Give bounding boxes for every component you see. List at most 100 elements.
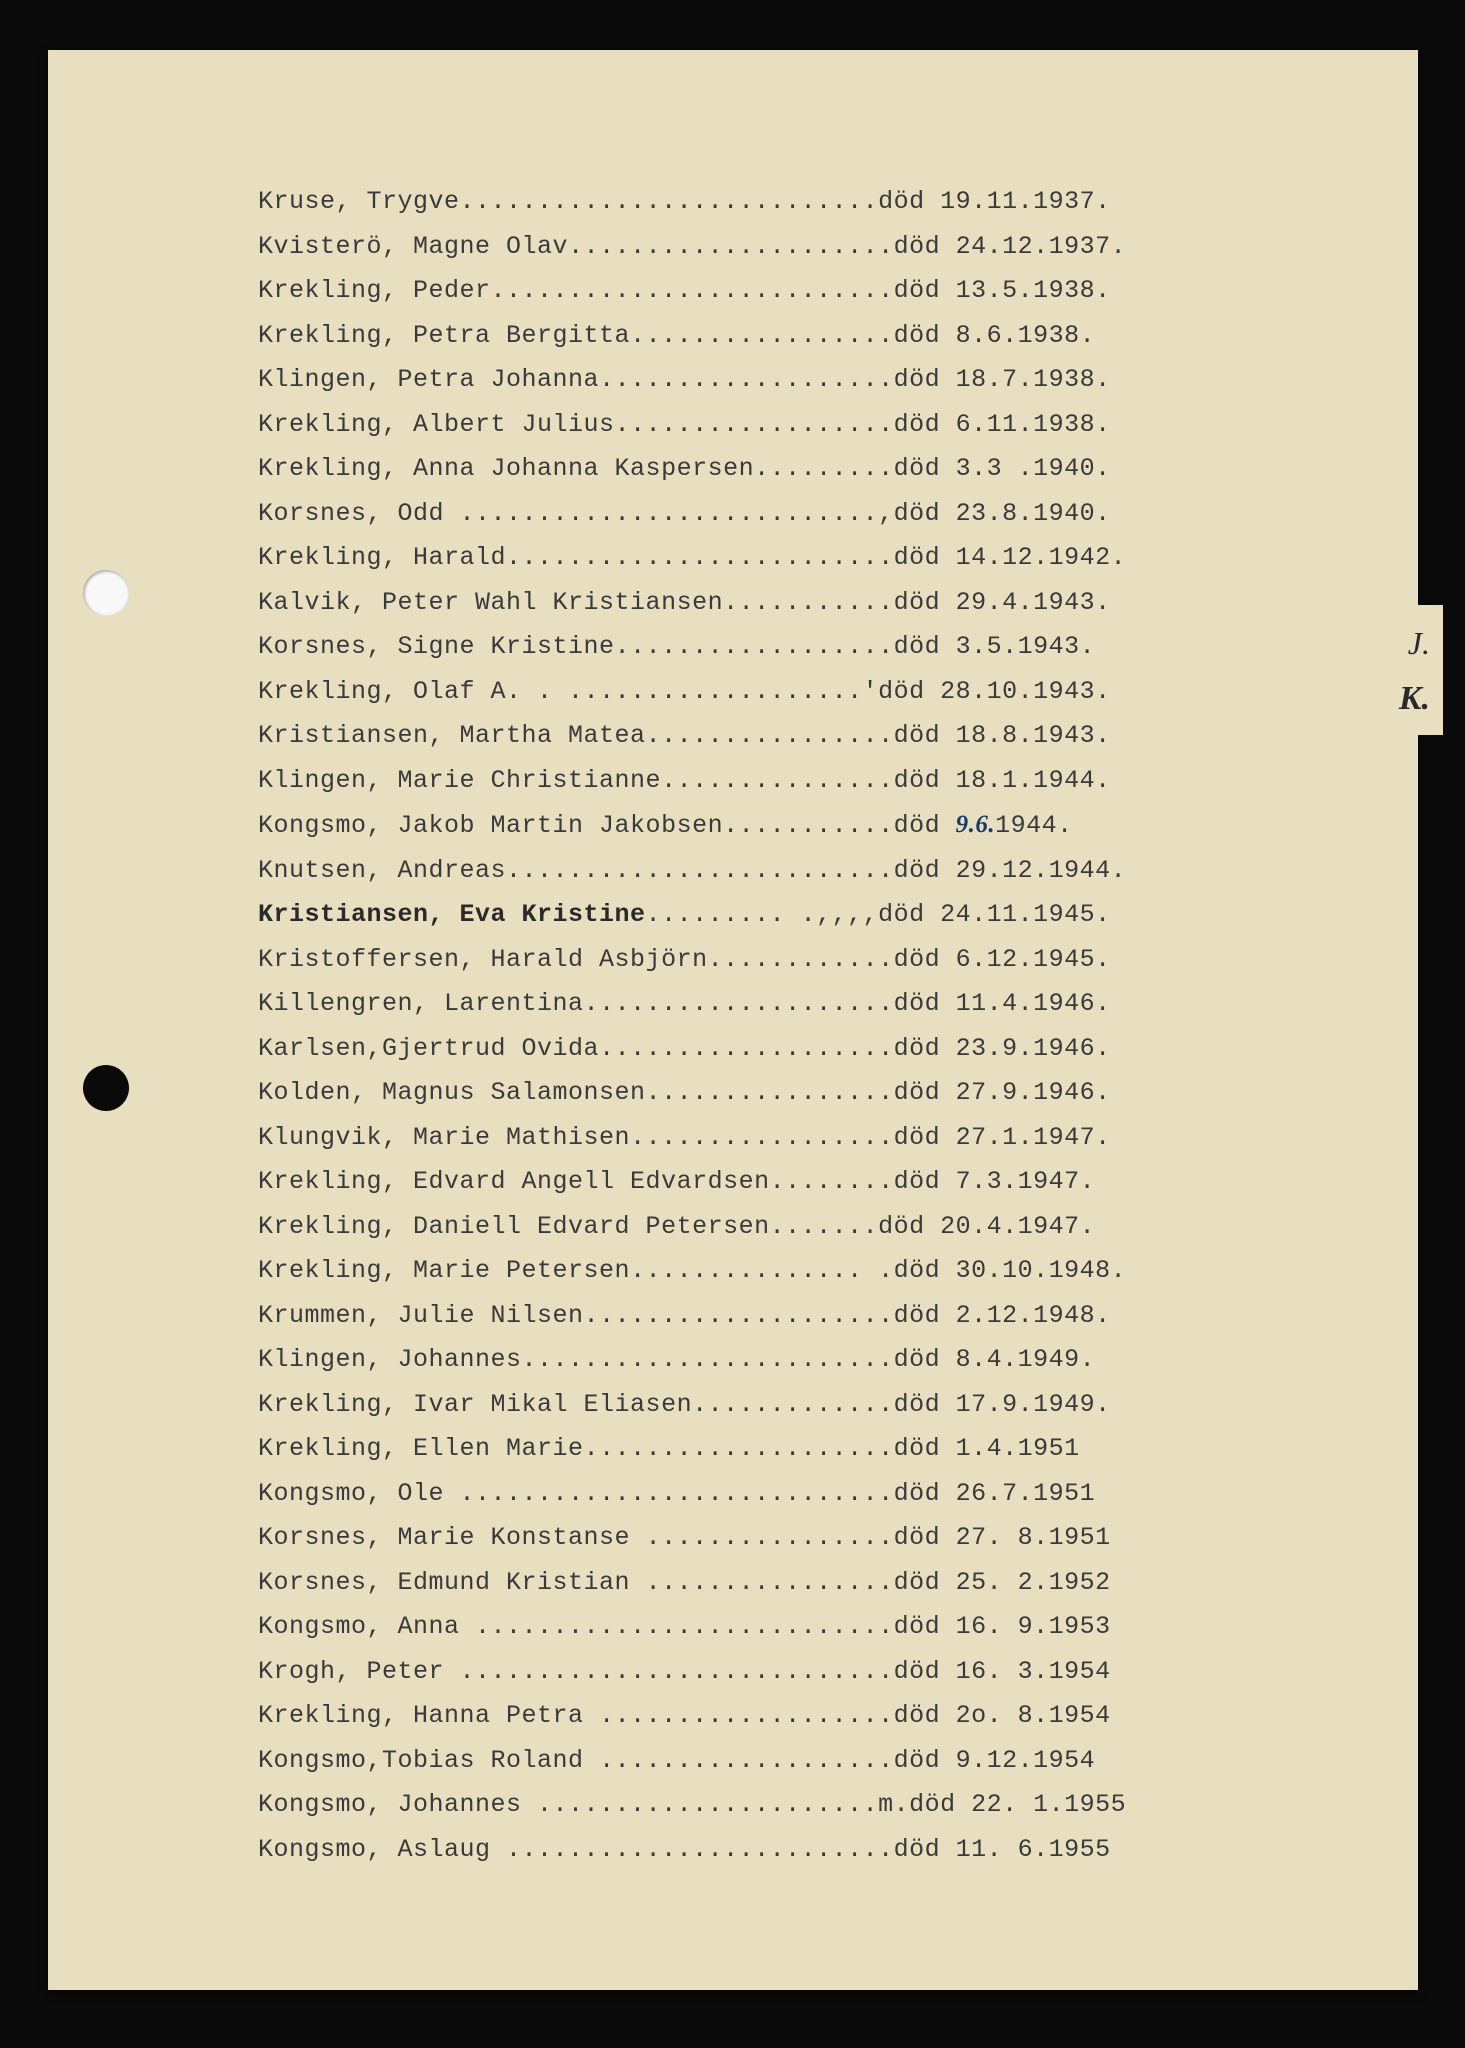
entry-dots: ................ (646, 1523, 894, 1552)
entry-dots: ............................ (460, 1657, 894, 1686)
entry-dots: ......... .,,,, (646, 900, 879, 929)
death-record-entry: Kongsmo, Anna ..........................… (258, 1605, 1308, 1650)
death-record-entry: Korsnes, Edmund Kristian ...............… (258, 1561, 1308, 1606)
entry-date: 27.1.1947. (956, 1123, 1111, 1152)
punch-hole (83, 1065, 129, 1111)
entry-name: Klingen, Marie Christianne (258, 766, 661, 795)
entry-dots: ......................m. (537, 1790, 909, 1819)
death-record-entry: Kongsmo, Johannes ......................… (258, 1783, 1308, 1828)
entry-name: Kongsmo,Tobias Roland (258, 1746, 599, 1775)
death-record-entry: Klingen, Johannes.......................… (258, 1338, 1308, 1383)
entry-dots: ................ (646, 1568, 894, 1597)
entry-name: Krekling, Olaf A. . . (258, 677, 584, 706)
entry-date: 28.10.1943. (940, 677, 1111, 706)
entry-name: Klingen, Petra Johanna (258, 365, 599, 394)
entry-name: Krekling, Anna Johanna Kaspersen (258, 454, 754, 483)
death-record-entry: Kongsmo, Ole ...........................… (258, 1472, 1308, 1517)
entry-dots: ................. (630, 1123, 894, 1152)
entry-date: 14.12.1942. (956, 543, 1127, 572)
entry-status: död (894, 1390, 956, 1419)
entry-dots: ............. (692, 1390, 894, 1419)
entry-name: Klungvik, Marie Mathisen (258, 1123, 630, 1152)
entry-name: Korsnes, Odd (258, 499, 460, 528)
death-record-entry: Kolden, Magnus Salamonsen...............… (258, 1071, 1308, 1116)
entry-status: död (894, 856, 956, 885)
entry-name: Krogh, Peter (258, 1657, 460, 1686)
death-record-entry: Krekling, Petra Bergitta................… (258, 314, 1308, 359)
entry-status: död (894, 1746, 956, 1775)
entry-status: död (894, 1523, 956, 1552)
entry-status: död (878, 187, 940, 216)
entry-status: död (894, 1123, 956, 1152)
death-record-entry: Kristiansen, Eva Kristine......... .,,,,… (258, 893, 1308, 938)
entry-date: 20.4.1947. (940, 1212, 1095, 1241)
death-record-entry: Krekling, Albert Julius.................… (258, 403, 1308, 448)
death-record-entry: Krekling, Hanna Petra ..................… (258, 1694, 1308, 1739)
entry-date: 6.11.1938. (956, 410, 1111, 439)
entry-dots: ....... (770, 1212, 879, 1241)
death-record-entry: Kongsmo,Tobias Roland ..................… (258, 1739, 1308, 1784)
death-record-entry: Kristiansen, Martha Matea...............… (258, 714, 1308, 759)
entry-name: Krekling, Daniell Edvard Petersen (258, 1212, 770, 1241)
entry-name: Klingen, Johannes (258, 1345, 522, 1374)
entry-dots: ......... (754, 454, 894, 483)
entry-dots: ........... (723, 588, 894, 617)
entry-status: död (894, 721, 956, 750)
entry-status: död (894, 1835, 956, 1864)
entry-dots: ..........................., (460, 499, 894, 528)
entry-dots: ............... . (630, 1256, 894, 1285)
entry-status: död (894, 1167, 956, 1196)
entry-name: Krekling, Ellen Marie (258, 1434, 584, 1463)
entry-name: Krekling, Peder (258, 276, 491, 305)
entry-name: Krekling, Harald (258, 543, 506, 572)
death-record-entry: Korsnes, Signe Kristine.................… (258, 625, 1308, 670)
entry-status: död (878, 900, 940, 929)
death-record-entry: Krogh, Peter ...........................… (258, 1650, 1308, 1695)
tab-label-j: J. (1408, 625, 1430, 662)
entry-dots: ........................... (460, 187, 879, 216)
entry-name: Krekling, Hanna Petra (258, 1701, 599, 1730)
entry-dots: ............................ (460, 1479, 894, 1508)
entry-date: 23.9.1946. (956, 1034, 1111, 1063)
entry-dots: .................. (615, 632, 894, 661)
entry-name: Kongsmo, Anna (258, 1612, 475, 1641)
entry-date: 8.6.1938. (956, 321, 1096, 350)
entry-dots: ..................... (568, 232, 894, 261)
entry-name: Krekling, Edvard Angell Edvardsen (258, 1167, 770, 1196)
entry-status: död (894, 543, 956, 572)
death-record-entry: Krekling, Olaf A. . ...................'… (258, 670, 1308, 715)
entry-date: 13.5.1938. (956, 276, 1111, 305)
entry-date: 11. 6.1955 (956, 1835, 1111, 1864)
entry-name: Kvisterö, Magne Olav (258, 232, 568, 261)
entry-status: död (894, 1434, 956, 1463)
entry-name: Krekling, Ivar Mikal Eliasen (258, 1390, 692, 1419)
entry-date: 3.3 .1940. (956, 454, 1111, 483)
entry-name: Krekling, Petra Bergitta (258, 321, 630, 350)
death-record-entry: Korsnes, Marie Konstanse ...............… (258, 1516, 1308, 1561)
entry-date: 1.4.1951 (956, 1434, 1080, 1463)
death-record-entry: Krekling, Harald........................… (258, 536, 1308, 581)
entries-list: Kruse, Trygve...........................… (258, 180, 1308, 1872)
entry-status: död (894, 454, 956, 483)
entry-dots: ................. (630, 321, 894, 350)
entry-date: 26.7.1951 (956, 1479, 1096, 1508)
death-record-entry: Krekling, Anna Johanna Kaspersen........… (258, 447, 1308, 492)
punch-hole (83, 570, 129, 616)
entry-date: 27. 8.1951 (956, 1523, 1111, 1552)
death-record-entry: Krekling, Peder.........................… (258, 269, 1308, 314)
entry-status: död (909, 1790, 971, 1819)
entry-status: död (894, 1345, 956, 1374)
entry-status: död (894, 1256, 956, 1285)
death-record-entry: Kruse, Trygve...........................… (258, 180, 1308, 225)
entry-date: 18.8.1943. (956, 721, 1111, 750)
entry-date: 30.10.1948. (956, 1256, 1127, 1285)
entry-date: 19.11.1937. (940, 187, 1111, 216)
entry-name: Kristiansen, Eva Kristine (258, 900, 646, 929)
entry-date: 16. 3.1954 (956, 1657, 1111, 1686)
death-record-entry: Klungvik, Marie Mathisen................… (258, 1116, 1308, 1161)
death-record-entry: Krekling, Ellen Marie...................… (258, 1427, 1308, 1472)
entry-name: Krummen, Julie Nilsen (258, 1301, 584, 1330)
entry-date: 6.12.1945. (956, 945, 1111, 974)
entry-date: 18.7.1938. (956, 365, 1111, 394)
entry-name: Krekling, Albert Julius (258, 410, 615, 439)
